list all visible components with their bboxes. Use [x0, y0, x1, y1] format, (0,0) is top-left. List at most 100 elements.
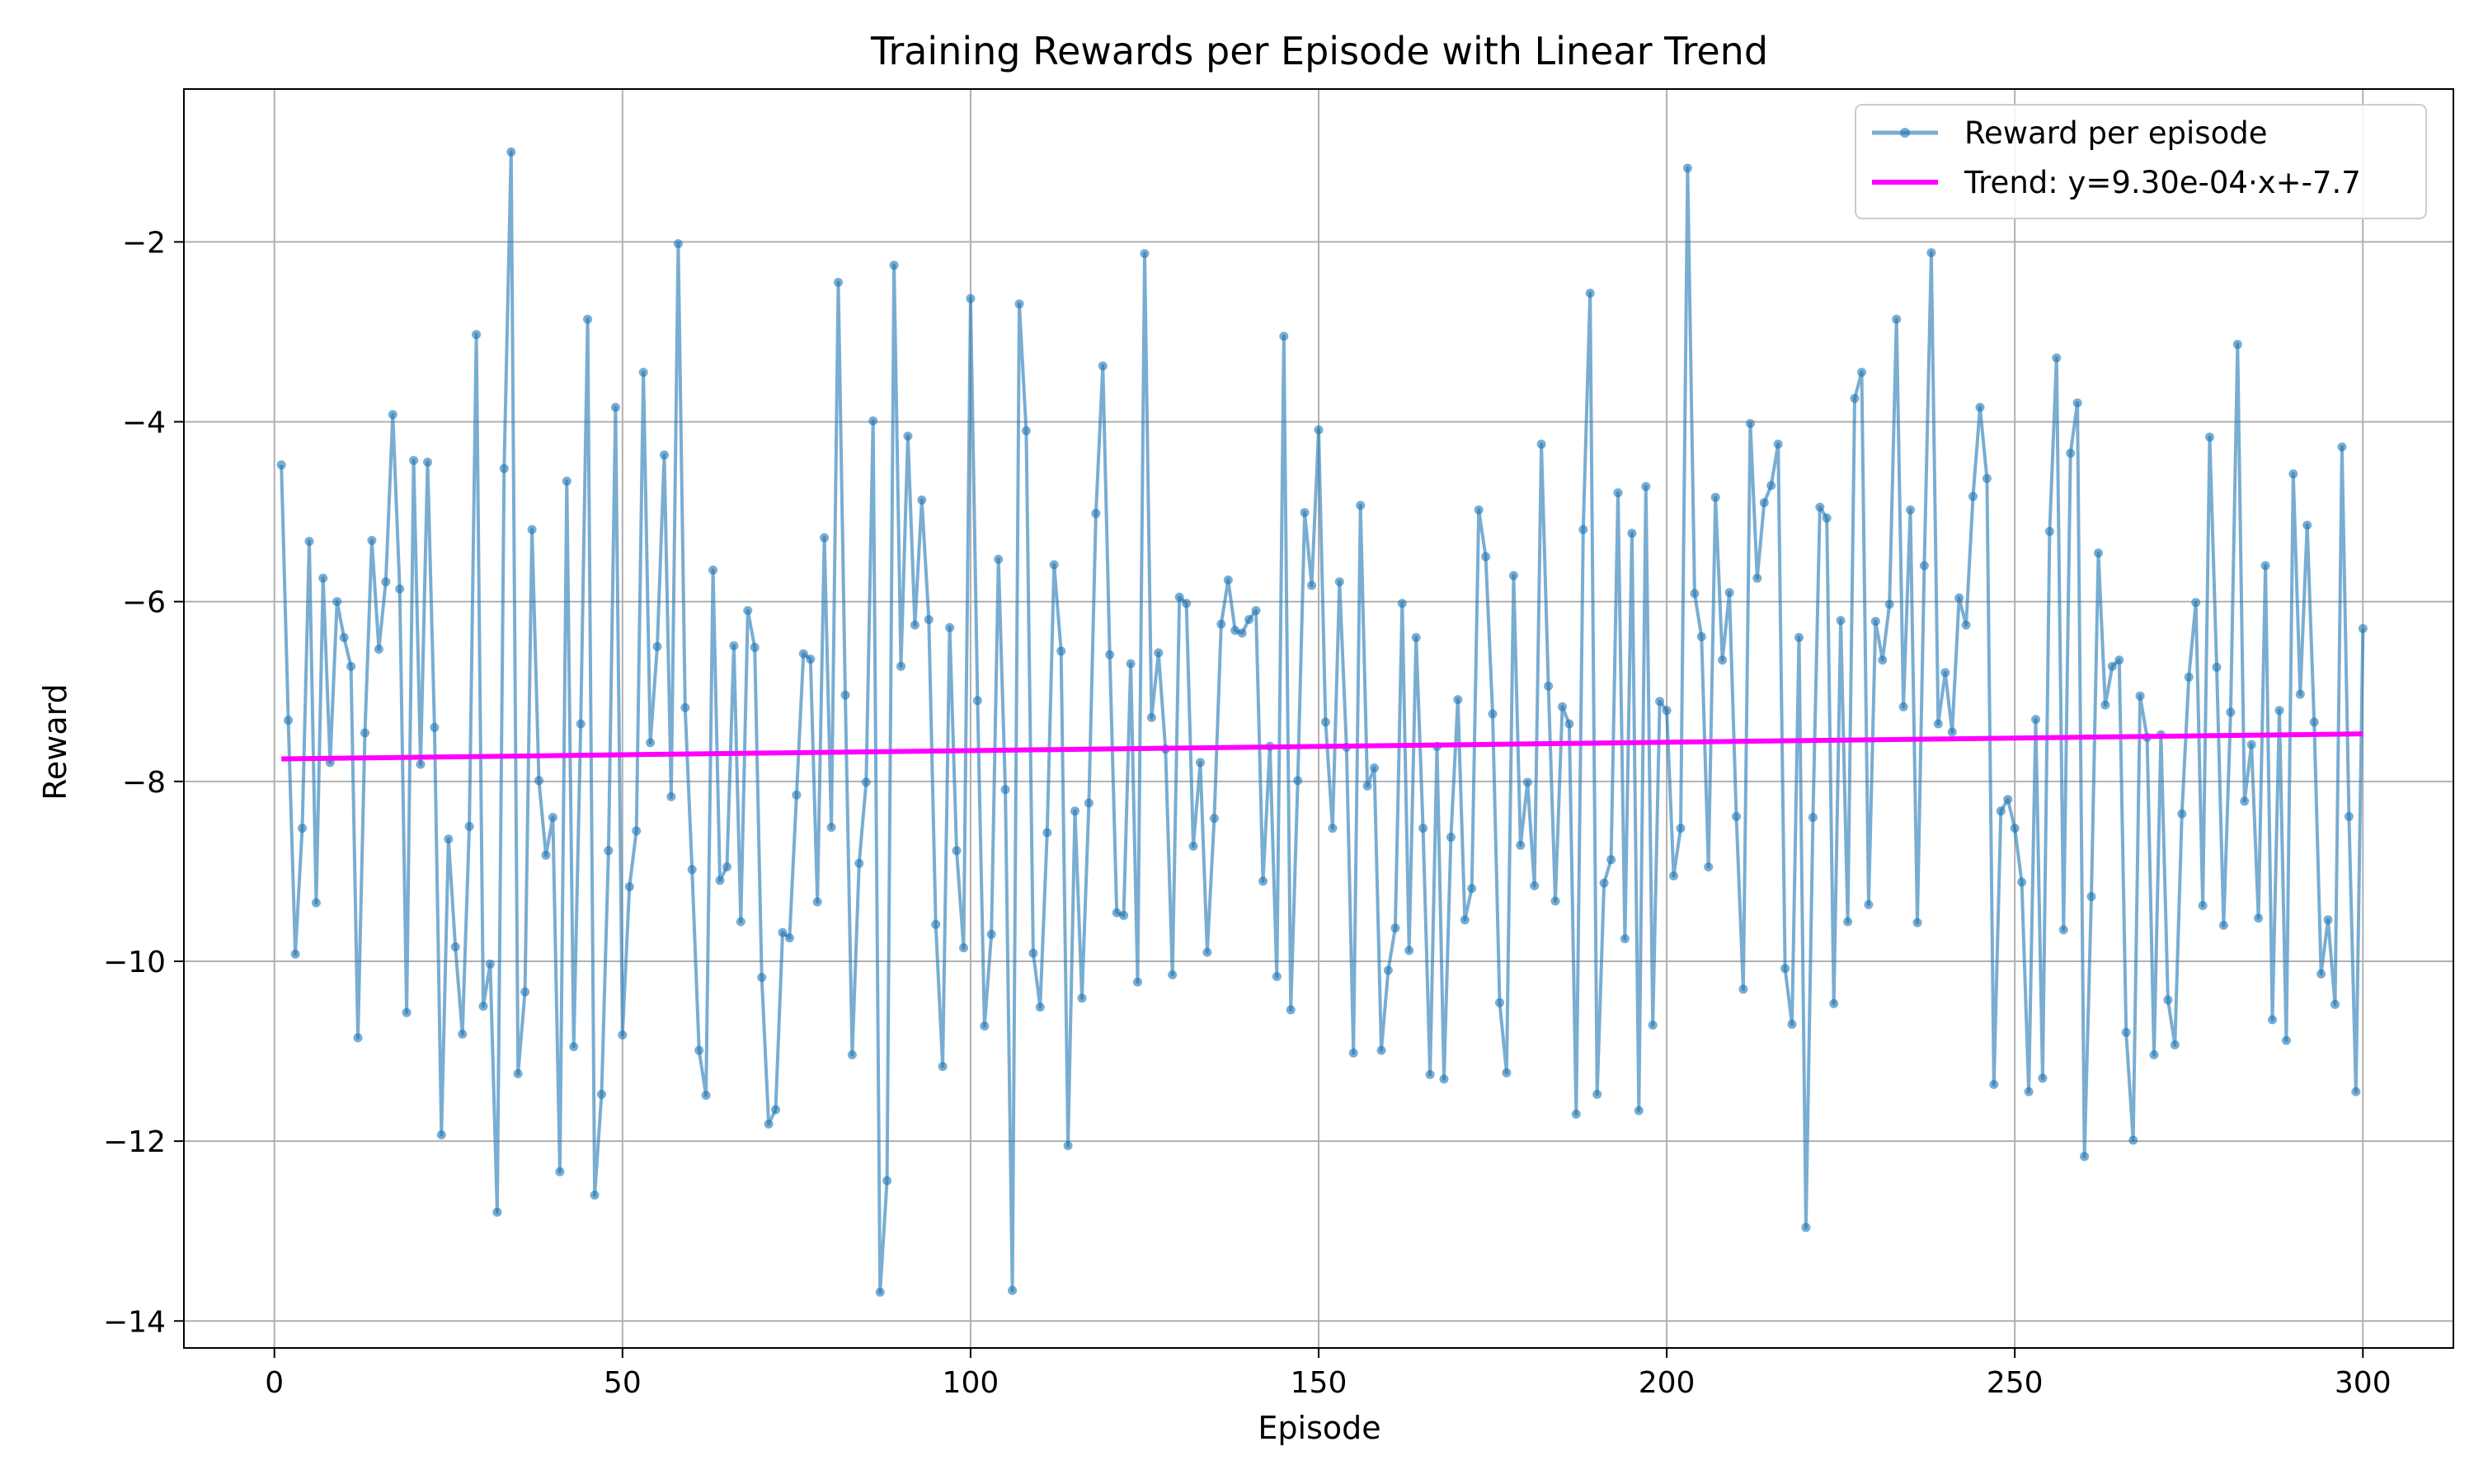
reward-point: [576, 719, 586, 729]
reward-point: [534, 776, 543, 786]
reward-point: [450, 942, 460, 951]
reward-point: [1112, 908, 1122, 918]
reward-point: [1411, 632, 1421, 642]
reward-point: [423, 458, 432, 467]
reward-point: [1926, 248, 1936, 257]
reward-point: [1021, 426, 1031, 435]
reward-point: [1669, 871, 1678, 881]
reward-point: [2038, 1073, 2048, 1083]
x-tick-label: 150: [1291, 1366, 1348, 1400]
reward-point: [2281, 1036, 2291, 1045]
reward-point: [1425, 1069, 1435, 1079]
reward-point: [1348, 1048, 1358, 1058]
reward-point: [1836, 616, 1846, 626]
reward-point: [798, 649, 808, 659]
reward-point: [861, 777, 871, 787]
reward-point: [2232, 340, 2242, 350]
reward-point: [1752, 573, 1762, 583]
reward-point: [2058, 925, 2068, 935]
reward-point: [1613, 488, 1623, 498]
reward-point: [2295, 689, 2305, 699]
reward-point: [332, 597, 342, 607]
reward-point: [1042, 828, 1052, 838]
reward-point: [2254, 913, 2264, 923]
reward-point: [1732, 811, 1741, 821]
reward-point: [1975, 402, 1985, 412]
reward-point: [1592, 1089, 1602, 1099]
reward-point: [1119, 910, 1129, 920]
reward-point: [764, 1119, 774, 1129]
x-tick-label: 300: [2335, 1366, 2392, 1400]
reward-point: [694, 1045, 704, 1055]
reward-point: [812, 897, 822, 907]
reward-point: [464, 821, 474, 831]
reward-point: [2044, 527, 2054, 537]
reward-point: [2344, 811, 2354, 821]
reward-point: [353, 1033, 363, 1043]
chart-title: Training Rewards per Episode with Linear…: [870, 29, 1768, 73]
reward-point: [583, 314, 593, 324]
reward-point: [972, 696, 982, 706]
reward-point: [2191, 598, 2201, 608]
reward-point: [2163, 995, 2173, 1005]
reward-point: [304, 537, 314, 547]
reward-point: [2121, 1027, 2131, 1037]
reward-point: [2268, 1015, 2277, 1025]
reward-point: [1571, 1109, 1581, 1119]
reward-point: [1773, 439, 1783, 449]
reward-point: [1947, 727, 1957, 737]
reward-point: [680, 702, 690, 712]
reward-point: [360, 728, 369, 738]
reward-point: [2351, 1087, 2361, 1097]
reward-point: [485, 959, 495, 969]
reward-point: [2107, 661, 2117, 671]
y-tick-label: −12: [103, 1125, 166, 1159]
reward-point: [1272, 972, 1282, 981]
reward-point: [1864, 899, 1874, 909]
reward-point: [2184, 672, 2194, 682]
y-axis-label: Reward: [37, 683, 73, 801]
reward-point: [290, 949, 300, 959]
reward-point: [1000, 785, 1010, 795]
reward-point: [1682, 163, 1692, 173]
reward-point: [1251, 606, 1261, 616]
reward-point: [624, 882, 634, 891]
reward-point: [2240, 796, 2250, 806]
reward-point: [1244, 615, 1254, 624]
legend-box: [1855, 104, 2427, 219]
reward-point: [1641, 481, 1651, 491]
reward-point: [722, 862, 731, 871]
reward-point: [1696, 632, 1706, 641]
reward-point: [318, 573, 328, 583]
reward-point: [1376, 1045, 1386, 1055]
reward-point: [2072, 398, 2082, 408]
reward-point: [792, 790, 802, 800]
reward-point: [1146, 712, 1156, 722]
reward-point: [2358, 623, 2368, 633]
reward-point: [2246, 740, 2256, 749]
reward-point: [1558, 702, 1567, 711]
reward-point: [2302, 520, 2312, 530]
reward-point: [1627, 528, 1637, 538]
y-tick-label: −2: [122, 226, 166, 260]
reward-point: [1209, 814, 1219, 824]
legend-label-trend: Trend: y=9.30e-04·x+-7.7: [1964, 165, 2361, 200]
reward-point: [1091, 509, 1101, 519]
reward-point: [1230, 626, 1240, 636]
reward-point: [2114, 655, 2124, 665]
reward-point: [980, 1021, 990, 1031]
reward-point: [492, 1207, 502, 1217]
reward-point: [2331, 999, 2340, 1009]
reward-point: [701, 1091, 711, 1100]
reward-point: [1077, 993, 1087, 1003]
reward-point: [1766, 481, 1776, 491]
reward-point: [381, 577, 391, 587]
reward-point: [2337, 442, 2347, 452]
reward-point: [840, 690, 850, 700]
reward-point: [2212, 662, 2222, 672]
reward-point: [771, 1105, 780, 1115]
reward-point: [1168, 970, 1178, 979]
reward-point: [896, 661, 905, 671]
reward-point: [618, 1030, 628, 1040]
reward-point: [638, 368, 648, 378]
